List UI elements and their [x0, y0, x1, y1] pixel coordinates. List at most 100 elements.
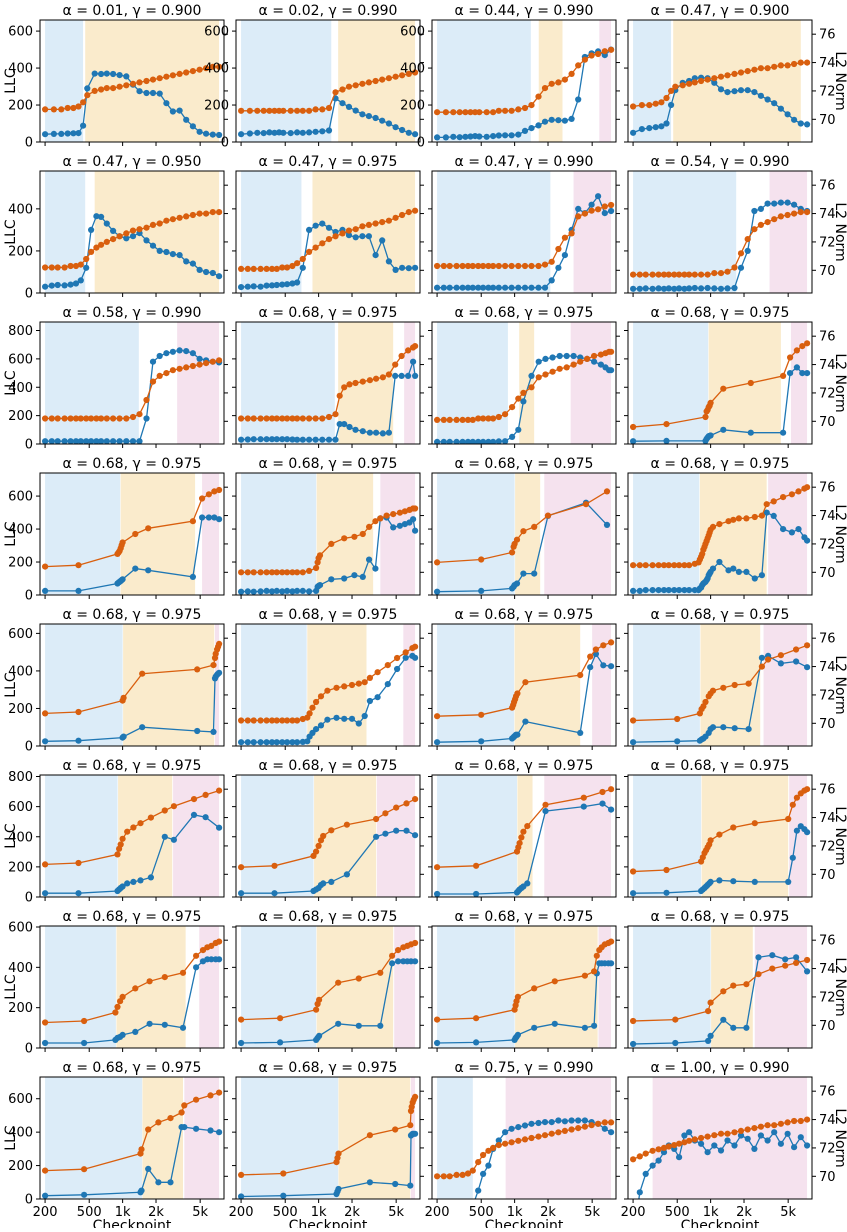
llc-point	[124, 880, 131, 887]
l2-norm-point	[681, 562, 688, 569]
l2-norm-point	[244, 717, 251, 724]
l2-norm-point	[528, 262, 535, 270]
llc-point	[91, 70, 98, 77]
subplot-title: α = 0.68, γ = 0.975	[651, 909, 790, 925]
l2-tick-label: 72	[819, 839, 836, 854]
llc-point	[446, 438, 453, 444]
blue-region	[45, 322, 139, 444]
l2-norm-point	[289, 717, 296, 724]
l2-norm-point	[299, 415, 306, 422]
l2-norm-point	[179, 969, 187, 976]
pink-region	[404, 322, 416, 444]
blue-region	[241, 20, 332, 142]
llc-tick-label: 400	[8, 664, 33, 679]
l2-norm-point	[136, 226, 143, 233]
llc-tick-label: 0	[25, 589, 33, 604]
l2-norm-point	[351, 533, 358, 540]
llc-point	[394, 665, 401, 673]
l2-norm-point	[246, 107, 253, 114]
l2-norm-point	[459, 262, 466, 270]
llc-point	[313, 726, 320, 733]
l2-norm-point	[119, 835, 126, 842]
llc-point	[316, 1032, 323, 1039]
orange-region	[142, 1077, 183, 1199]
axes-frame	[627, 321, 813, 445]
llc-point	[795, 526, 802, 533]
subplot-9: α = 0.58, γ = 0.990 0 200 400 600 800 LLC	[3, 305, 228, 453]
l2-norm-point	[161, 807, 168, 814]
l2-tick-label: 70	[819, 566, 836, 581]
subplot-17: α = 0.68, γ = 0.975 0 200 400 600 LLC	[3, 607, 228, 755]
l2-norm-point	[663, 866, 670, 874]
llc-point	[804, 537, 811, 544]
l2-norm-point	[263, 415, 270, 422]
llc-point	[138, 1187, 145, 1194]
l2-norm-point	[181, 1102, 188, 1109]
l2-norm-point	[315, 842, 322, 850]
l2-norm-point	[771, 1122, 778, 1129]
llc-point	[508, 284, 515, 291]
llc-tick-label: 800	[8, 770, 33, 785]
l2-norm-point	[531, 985, 538, 992]
llc-point	[216, 669, 223, 676]
l2-norm-point	[592, 646, 600, 653]
llc-point	[475, 438, 482, 444]
llc-point	[777, 660, 785, 667]
l2-norm-point	[339, 230, 346, 237]
l2-norm-point	[638, 102, 646, 109]
l2-norm-point	[250, 569, 257, 576]
subplot-title: α = 0.47, γ = 0.900	[651, 3, 790, 19]
llc-point	[446, 284, 453, 291]
l2-norm-point	[521, 1136, 529, 1143]
llc-point	[608, 960, 615, 967]
l2-norm-point	[91, 87, 98, 94]
llc-point	[531, 1024, 538, 1031]
l2-norm-point	[707, 399, 714, 406]
llc-point	[791, 116, 798, 123]
llc-point	[284, 587, 291, 595]
llc-point	[737, 264, 745, 271]
pink-region	[769, 171, 808, 293]
l2-norm-point	[671, 1142, 678, 1149]
l2-norm-point	[524, 823, 531, 830]
l2-norm-point	[434, 1173, 441, 1180]
llc-point	[238, 588, 245, 595]
llc-axis-label: LLC	[3, 672, 19, 698]
subplot-27: α = 0.68, γ = 0.975	[428, 909, 620, 1052]
l2-norm-point	[804, 1116, 811, 1123]
llc-point	[146, 1020, 153, 1027]
l2-norm-point	[434, 109, 441, 116]
l2-norm-point	[284, 415, 291, 422]
l2-norm-point	[316, 552, 324, 559]
llc-tick-label: 0	[25, 891, 33, 906]
l2-norm-point	[110, 236, 117, 243]
llc-point	[365, 113, 372, 120]
l2-norm-point	[649, 562, 656, 569]
llc-point	[279, 436, 286, 443]
l2-norm-point	[339, 86, 346, 93]
subplot-25: α = 0.68, γ = 0.975 0 200 400 600 LLC	[3, 909, 228, 1057]
l2-norm-point	[716, 831, 723, 838]
llc-point	[203, 130, 210, 137]
l2-norm-point	[514, 993, 522, 1001]
l2-norm-point	[480, 415, 487, 422]
l2-norm-point	[147, 814, 154, 821]
l2-norm-point	[473, 1015, 480, 1022]
l2-norm-point	[412, 343, 419, 350]
llc-point	[48, 282, 55, 289]
l2-norm-point	[674, 715, 681, 723]
l2-norm-point	[398, 352, 405, 360]
l2-norm-point	[495, 107, 502, 114]
llc-point	[294, 129, 301, 136]
llc-point	[83, 264, 90, 271]
l2-norm-point	[514, 690, 521, 697]
llc-point	[42, 1039, 49, 1047]
l2-norm-point	[568, 70, 575, 77]
l2-norm-point	[462, 109, 469, 116]
l2-norm-point	[379, 219, 386, 226]
l2-norm-point	[336, 392, 343, 399]
l2-norm-point	[440, 262, 447, 270]
l2-norm-point	[306, 567, 313, 575]
blue-region	[241, 624, 307, 746]
llc-point	[155, 1179, 162, 1186]
